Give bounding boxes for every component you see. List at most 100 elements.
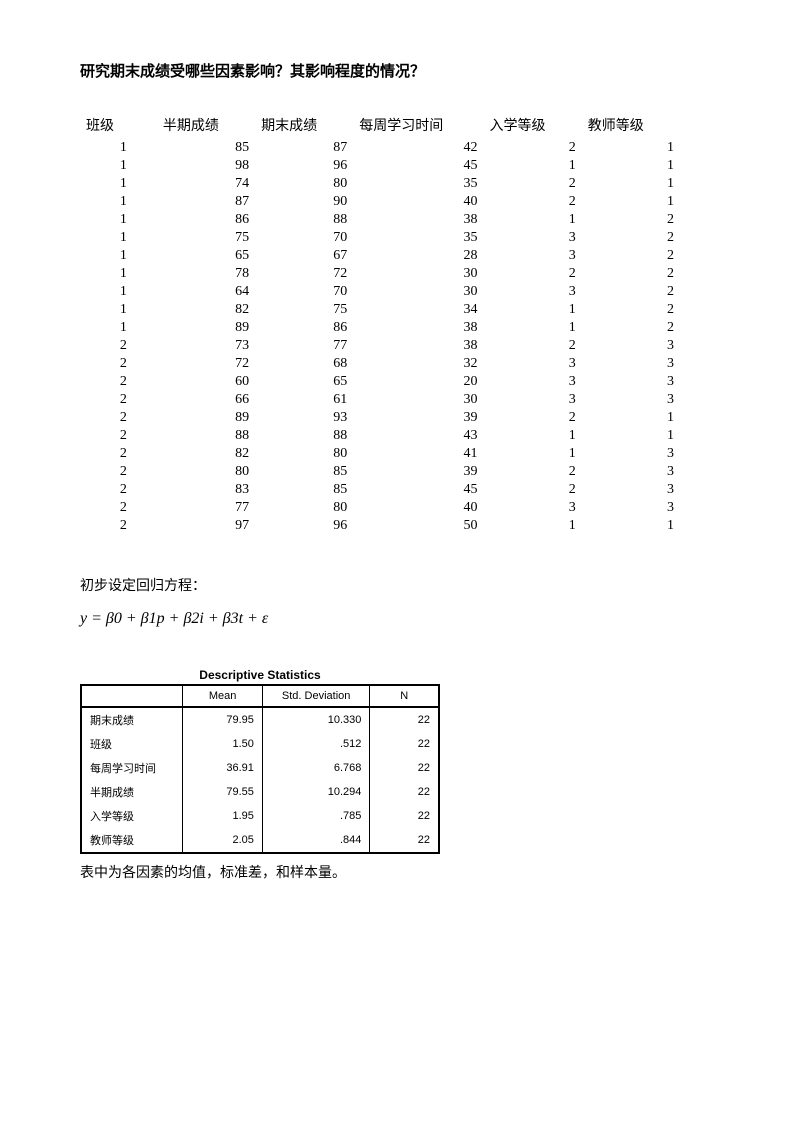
table-cell: 38: [353, 319, 483, 337]
table-cell: 2: [484, 409, 582, 427]
table-cell: 80: [255, 499, 353, 517]
table-cell: 2: [582, 229, 680, 247]
table-row: 282804113: [80, 445, 680, 463]
table-cell: 88: [255, 427, 353, 445]
table-cell: 1: [484, 445, 582, 463]
table-cell: 1: [582, 517, 680, 535]
stats-std: 10.330: [262, 707, 369, 732]
table-row: 277804033: [80, 499, 680, 517]
stats-label: 班级: [81, 732, 183, 756]
stats-col-header: Mean: [183, 685, 263, 707]
stats-label: 期末成绩: [81, 707, 183, 732]
stats-row: 入学等级1.95.78522: [81, 804, 439, 828]
table-cell: 35: [353, 229, 483, 247]
stats-n: 22: [370, 828, 439, 853]
table-cell: 3: [484, 499, 582, 517]
table-cell: 1: [484, 301, 582, 319]
table-cell: 2: [582, 265, 680, 283]
table-cell: 72: [157, 355, 255, 373]
col-header: 期末成绩: [255, 111, 353, 139]
stats-std: .844: [262, 828, 369, 853]
table-row: 288884311: [80, 427, 680, 445]
table-cell: 41: [353, 445, 483, 463]
table-cell: 87: [157, 193, 255, 211]
stats-mean: 2.05: [183, 828, 263, 853]
stats-col-header: Std. Deviation: [262, 685, 369, 707]
col-header: 入学等级: [484, 111, 582, 139]
table-cell: 35: [353, 175, 483, 193]
table-cell: 2: [80, 409, 157, 427]
table-cell: 96: [255, 517, 353, 535]
table-cell: 2: [484, 139, 582, 157]
table-row: 186883812: [80, 211, 680, 229]
table-cell: 2: [484, 463, 582, 481]
stats-mean: 79.55: [183, 780, 263, 804]
table-cell: 80: [255, 175, 353, 193]
stats-label: 每周学习时间: [81, 756, 183, 780]
table-cell: 1: [582, 157, 680, 175]
stats-n: 22: [370, 804, 439, 828]
table-cell: 2: [484, 175, 582, 193]
table-cell: 2: [484, 193, 582, 211]
table-cell: 90: [255, 193, 353, 211]
table-cell: 96: [255, 157, 353, 175]
stats-row: 期末成绩79.9510.33022: [81, 707, 439, 732]
table-cell: 72: [255, 265, 353, 283]
table-cell: 74: [157, 175, 255, 193]
table-cell: 1: [80, 319, 157, 337]
table-cell: 2: [80, 481, 157, 499]
table-cell: 1: [582, 193, 680, 211]
stats-row: 每周学习时间36.916.76822: [81, 756, 439, 780]
table-cell: 30: [353, 391, 483, 409]
col-header: 半期成绩: [157, 111, 255, 139]
stats-row: 班级1.50.51222: [81, 732, 439, 756]
table-cell: 3: [484, 391, 582, 409]
table-cell: 66: [157, 391, 255, 409]
table-cell: 38: [353, 211, 483, 229]
table-row: 165672832: [80, 247, 680, 265]
table-cell: 2: [582, 319, 680, 337]
table-cell: 85: [255, 463, 353, 481]
table-row: 187904021: [80, 193, 680, 211]
stats-std: 6.768: [262, 756, 369, 780]
table-cell: 82: [157, 301, 255, 319]
table-cell: 65: [255, 373, 353, 391]
table-cell: 1: [80, 211, 157, 229]
table-cell: 1: [582, 409, 680, 427]
table-cell: 80: [157, 463, 255, 481]
table-cell: 3: [582, 481, 680, 499]
table-row: 272683233: [80, 355, 680, 373]
table-cell: 2: [582, 301, 680, 319]
table-cell: 3: [484, 355, 582, 373]
table-cell: 3: [582, 355, 680, 373]
descriptive-stats-table: Mean Std. Deviation N 期末成绩79.9510.33022班…: [80, 684, 440, 854]
table-row: 283854523: [80, 481, 680, 499]
table-cell: 1: [484, 211, 582, 229]
table-cell: 1: [582, 139, 680, 157]
table-cell: 88: [255, 211, 353, 229]
table-cell: 78: [157, 265, 255, 283]
table-cell: 2: [80, 517, 157, 535]
table-cell: 1: [80, 301, 157, 319]
table-header-row: 班级 半期成绩 期末成绩 每周学习时间 入学等级 教师等级: [80, 111, 680, 139]
table-cell: 60: [157, 373, 255, 391]
table-cell: 2: [484, 265, 582, 283]
table-cell: 75: [157, 229, 255, 247]
table-cell: 40: [353, 193, 483, 211]
table-cell: 1: [80, 193, 157, 211]
table-cell: 1: [582, 427, 680, 445]
table-cell: 34: [353, 301, 483, 319]
table-cell: 82: [157, 445, 255, 463]
table-cell: 1: [484, 157, 582, 175]
table-cell: 1: [80, 157, 157, 175]
stats-std: 10.294: [262, 780, 369, 804]
stats-row: 半期成绩79.5510.29422: [81, 780, 439, 804]
table-cell: 3: [484, 373, 582, 391]
table-cell: 32: [353, 355, 483, 373]
table-row: 297965011: [80, 517, 680, 535]
table-cell: 2: [80, 427, 157, 445]
table-row: 266613033: [80, 391, 680, 409]
table-cell: 1: [80, 265, 157, 283]
table-cell: 1: [484, 319, 582, 337]
table-row: 175703532: [80, 229, 680, 247]
